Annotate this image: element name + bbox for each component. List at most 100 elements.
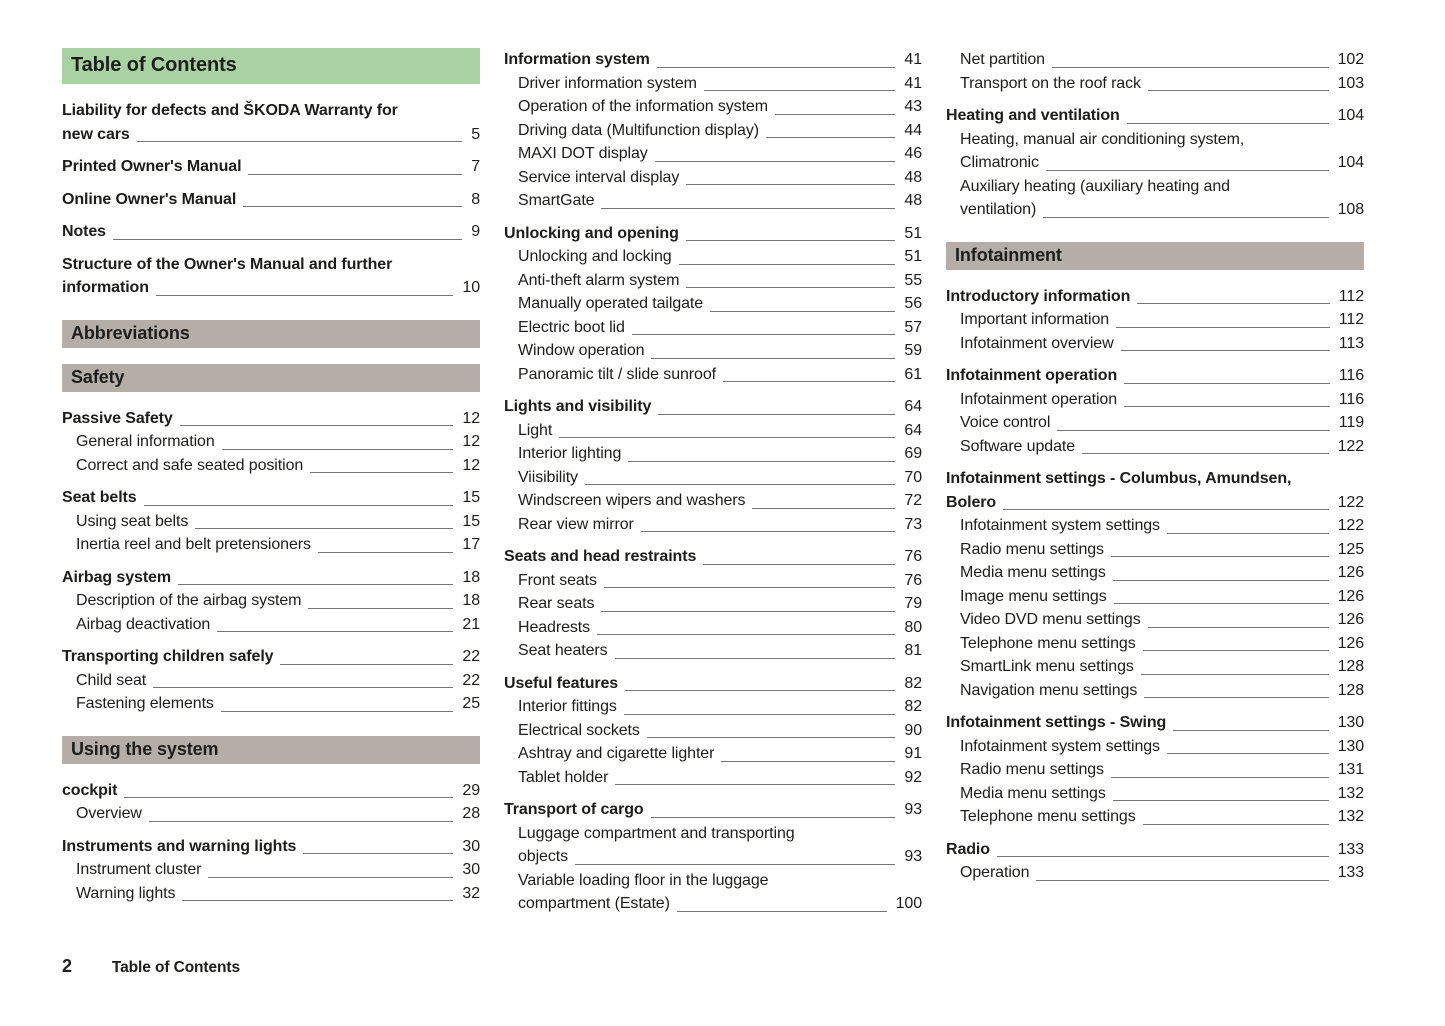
toc-entry: Telephone menu settings 126 bbox=[946, 632, 1364, 656]
toc-entry: Infotainment operation 116 bbox=[946, 364, 1364, 388]
toc-entry-page: 73 bbox=[904, 515, 922, 533]
toc-entry-row: Unlocking and locking 51 bbox=[518, 245, 922, 269]
toc-group: Airbag system 18 Description of the airbag… bbox=[62, 566, 480, 637]
toc-entry-row: Information system 41 bbox=[504, 48, 922, 72]
leader-line bbox=[1045, 169, 1329, 171]
toc-entry: Airbag system 18 bbox=[62, 566, 480, 590]
toc-entry-row: Media menu settings 126 bbox=[960, 561, 1364, 585]
toc-entry-text: Airbag deactivation bbox=[76, 615, 211, 633]
toc-entry-text: SmartGate bbox=[518, 192, 595, 209]
toc-entry: Inertia reel and belt pretensioners 17 bbox=[62, 533, 480, 557]
toc-entry-text: Seats and head restraints bbox=[504, 548, 697, 565]
toc-entry-page: 76 bbox=[904, 548, 922, 565]
toc-entry-text: Heating, manual air conditioning system, bbox=[960, 130, 1245, 148]
toc-entry-page: 133 bbox=[1337, 864, 1365, 881]
toc-group: Net partition 102 Transport on the roof ra… bbox=[946, 48, 1364, 95]
section-bar: Using the system bbox=[62, 735, 480, 764]
toc-entry-row: Radio menu settings 125 bbox=[960, 538, 1364, 562]
toc-entry: Unlocking and opening 51 bbox=[504, 222, 922, 246]
toc-entry: Notes 9 bbox=[62, 220, 480, 244]
toc-entry-text: Information system bbox=[504, 51, 650, 68]
toc-entry-text: Infotainment settings - Columbus, Amunds… bbox=[946, 470, 1292, 487]
toc-entry: Interior fittings 82 bbox=[504, 695, 922, 719]
toc-entry-row: Inertia reel and belt pretensioners 17 bbox=[76, 533, 480, 557]
toc-entry-row: Description of the airbag system 18 bbox=[76, 589, 480, 613]
leader-line bbox=[1057, 429, 1330, 431]
toc-entry-text: ventilation) bbox=[960, 201, 1037, 218]
toc-entry-page: 21 bbox=[462, 615, 480, 633]
leader-line bbox=[1137, 303, 1330, 304]
toc-entry-row: Transport on the roof rack 103 bbox=[960, 72, 1364, 96]
toc-entry-page: 112 bbox=[1338, 311, 1364, 328]
toc-entry-page: 55 bbox=[904, 271, 922, 289]
toc-entry-text: Operation of the information system bbox=[518, 98, 768, 115]
leader-line bbox=[710, 310, 896, 312]
toc-entry: Manually operated tailgate 56 bbox=[504, 292, 922, 316]
toc-entry-row: cockpit 29 bbox=[62, 779, 480, 803]
toc-entry-row: Infotainment system settings 122 bbox=[960, 514, 1364, 538]
toc-entry-page: 51 bbox=[904, 224, 922, 242]
toc-entry-row: Climatronic 104 bbox=[960, 151, 1364, 175]
toc-entry-page: 128 bbox=[1337, 658, 1365, 675]
leader-line bbox=[143, 504, 454, 506]
toc-entry: General information 12 bbox=[62, 430, 480, 454]
toc-entry-page: 133 bbox=[1337, 840, 1365, 858]
leader-line bbox=[221, 448, 454, 450]
leader-line bbox=[1051, 66, 1329, 68]
toc-group: Notes 9 bbox=[62, 220, 480, 244]
leader-line bbox=[603, 587, 896, 588]
toc-entry-text: Radio menu settings bbox=[960, 761, 1104, 778]
toc-entry-page: 15 bbox=[462, 512, 480, 530]
toc-entry-page: 44 bbox=[904, 121, 922, 139]
toc-group: Liability for defects and ŠKODA Warranty… bbox=[62, 99, 480, 146]
toc-group: Introductory information 112 Important inf… bbox=[946, 285, 1364, 356]
toc-entry: Viisibility 70 bbox=[504, 466, 922, 490]
toc-entry-text: new cars bbox=[62, 125, 130, 143]
toc-entry-row: Heating and ventilation 104 bbox=[946, 104, 1364, 128]
toc-entry: Instruments and warning lights 30 bbox=[62, 835, 480, 859]
toc-entry-page: 32 bbox=[462, 884, 480, 902]
toc-entry-row: Notes 9 bbox=[62, 220, 480, 244]
leader-line bbox=[1142, 823, 1329, 825]
toc-entry-row: Correct and safe seated position 12 bbox=[76, 454, 480, 478]
leader-line bbox=[308, 607, 454, 609]
toc-entry: Online Owner's Manual 8 bbox=[62, 188, 480, 212]
toc-group: Seats and head restraints 76 Front seats 76… bbox=[504, 545, 922, 663]
toc-entry-row: Light 64 bbox=[518, 419, 922, 443]
toc-entry: Tablet holder 92 bbox=[504, 766, 922, 790]
toc-entry-page: 126 bbox=[1337, 587, 1365, 605]
toc-entry-text: Printed Owner's Manual bbox=[62, 158, 242, 175]
toc-group: Passive Safety 12 General information 12 Cor… bbox=[62, 407, 480, 478]
toc-entry: Front seats 76 bbox=[504, 569, 922, 593]
toc-entry-text: Inertia reel and belt pretensioners bbox=[76, 536, 311, 553]
leader-line bbox=[148, 820, 454, 822]
leader-line bbox=[654, 160, 896, 162]
toc-group: Radio 133 Operation 133 bbox=[946, 838, 1364, 885]
leader-line bbox=[584, 484, 896, 485]
leader-line bbox=[774, 113, 896, 115]
toc-entry: Warning lights 32 bbox=[62, 882, 480, 906]
leader-line bbox=[1120, 350, 1330, 351]
leader-line bbox=[182, 900, 454, 901]
leader-line bbox=[280, 663, 454, 665]
toc-entry-page: 82 bbox=[904, 698, 922, 715]
toc-column-3: Net partition 102 Transport on the roof ra… bbox=[946, 48, 1364, 916]
toc-entry: Service interval display 48 bbox=[504, 166, 922, 190]
leader-line bbox=[248, 173, 463, 175]
toc-entry-row: Radio menu settings 131 bbox=[960, 758, 1364, 782]
toc-entry-text: Airbag system bbox=[62, 568, 171, 586]
toc-entry-text: Infotainment operation bbox=[960, 390, 1118, 408]
toc-entry-page: 91 bbox=[904, 745, 922, 762]
toc-column-1: Table of Contents Liability for defects a… bbox=[62, 48, 480, 916]
toc-entry: Operation of the information system 43 bbox=[504, 95, 922, 119]
toc-entry-text: information bbox=[62, 279, 149, 296]
toc-entry-page: 46 bbox=[904, 145, 922, 162]
toc-entry-text: Structure of the Owner's Manual and furt… bbox=[62, 255, 393, 273]
toc-entry-page: 70 bbox=[904, 468, 922, 486]
toc-entry-text: Service interval display bbox=[518, 168, 680, 186]
toc-entry: Rear view mirror 73 bbox=[504, 513, 922, 537]
toc-entry-page: 59 bbox=[904, 342, 922, 359]
leader-line bbox=[1166, 753, 1329, 754]
toc-entry: Headrests 80 bbox=[504, 616, 922, 640]
toc-entry-row: Printed Owner's Manual 7 bbox=[62, 155, 480, 179]
